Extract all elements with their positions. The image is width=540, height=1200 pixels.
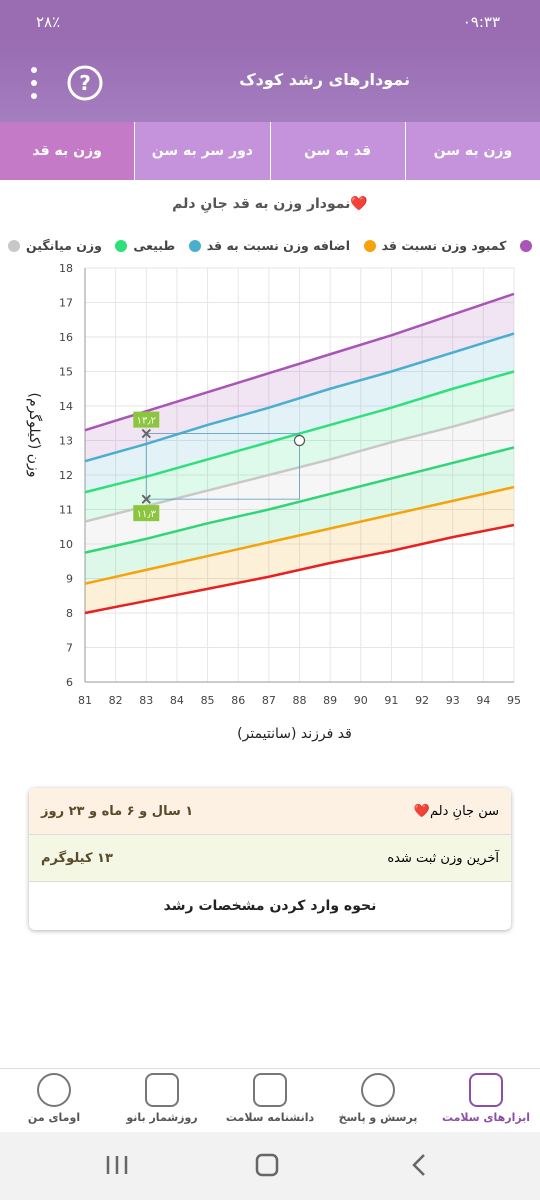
line xyxy=(84,485,515,585)
guide xyxy=(145,433,300,500)
x-axis-label: قد فرزند (سانتیمتر) xyxy=(237,726,352,742)
nav-item[interactable]: اومای من xyxy=(0,1069,108,1132)
band xyxy=(85,293,514,462)
bottom-nav: ابزارهای سلامت پرسش و پاسخ دانشنامه سلام… xyxy=(0,1068,540,1132)
nav-item[interactable]: دانشنامه سلامت xyxy=(216,1069,324,1132)
y-tick-label: 15 xyxy=(59,366,73,379)
y-tick-label: 10 xyxy=(59,538,73,551)
x-tick-label: 87 xyxy=(262,694,276,707)
x-tick-label: 81 xyxy=(78,694,92,707)
legend-dot xyxy=(115,239,128,252)
row-value: ۱ سال و ۶ ماه و ۲۳ روز xyxy=(41,803,194,819)
x-tick-label: 86 xyxy=(231,694,245,707)
legend-item: طبیعی xyxy=(115,238,175,253)
x-tick-label: 88 xyxy=(293,694,307,707)
line xyxy=(84,332,515,463)
legend: کمبود وزن نسبت قد اضافه وزن نسبت به قد طبی… xyxy=(8,238,532,253)
y-axis-label: وزن (کیلوگرم) xyxy=(26,393,43,478)
nav-label: ابزارهای سلامت xyxy=(441,1111,531,1124)
point xyxy=(141,428,151,439)
nav-label: دانشنامه سلامت xyxy=(225,1111,315,1124)
tab[interactable]: قد به سن xyxy=(269,122,405,180)
point xyxy=(141,494,151,504)
y-tick-label: 16 xyxy=(59,331,73,344)
status-bar: ۰۹:۳۳ ۲۸٪ xyxy=(0,0,540,45)
legend-label: وزن میانگین xyxy=(26,238,102,253)
header-title: نمودارهای رشد کودک xyxy=(239,70,410,89)
legend-label: کمبود وزن نسبت قد xyxy=(381,238,507,253)
y-tick-label: 17 xyxy=(59,297,73,310)
tab[interactable]: دور سر به سن xyxy=(134,122,269,180)
band xyxy=(85,333,514,493)
svg-text:?: ? xyxy=(79,71,91,95)
y-tick-label: 18 xyxy=(59,262,73,275)
clock: ۰۹:۳۳ xyxy=(462,13,500,31)
info-card: سن جانِ دلم❤️ ۱ سال و ۶ ماه و ۲۳ روز آخری… xyxy=(29,788,511,930)
band xyxy=(85,487,514,613)
legend-dot xyxy=(8,239,20,252)
legend-dot xyxy=(520,239,532,252)
legend-item: کمبود وزن نسبت قد xyxy=(363,238,507,253)
info-row: آخرین وزن ثبت شده ۱۳ کیلوگرم xyxy=(29,835,511,882)
tab-bar: وزن به سن قد به سن دور سر به سن وزن به ق… xyxy=(0,122,540,180)
battery: ۲۸٪ xyxy=(36,13,61,31)
row-value: ۱۳ کیلوگرم xyxy=(41,850,113,866)
nav-item[interactable]: ابزارهای سلامت xyxy=(432,1069,540,1132)
info-row: سن جانِ دلم❤️ ۱ سال و ۶ ماه و ۲۳ روز xyxy=(29,788,511,835)
x-tick-label: 92 xyxy=(415,694,429,707)
nav-item[interactable]: پرسش و پاسخ xyxy=(324,1069,432,1132)
legend-label: طبیعی xyxy=(133,238,176,253)
line xyxy=(84,446,515,554)
legend-item xyxy=(520,238,532,253)
x-tick-label: 90 xyxy=(354,694,368,707)
system-nav xyxy=(0,1132,540,1200)
x-tick-label: 85 xyxy=(201,694,215,707)
nav-label: اومای من xyxy=(27,1111,81,1124)
y-tick-label: 8 xyxy=(66,607,73,620)
y-tick-label: 11 xyxy=(59,504,73,517)
line xyxy=(84,523,515,615)
point xyxy=(293,434,306,447)
nav-item[interactable]: روزشمار بانو xyxy=(108,1069,216,1132)
line xyxy=(84,292,515,432)
x-tick-label: 95 xyxy=(507,694,521,707)
row-label: آخرین وزن ثبت شده xyxy=(387,850,499,866)
chart-title: نمودار وزن به قد جانِ دلم❤️ xyxy=(172,196,368,212)
point-label: ۱۱٫۳ xyxy=(137,509,157,520)
x-tick-label: 83 xyxy=(139,694,153,707)
y-tick-label: 14 xyxy=(59,400,73,413)
app-header: ? نمودارهای رشد کودک xyxy=(0,45,540,122)
band xyxy=(85,447,514,584)
legend-item: اضافه وزن نسبت به قد xyxy=(188,238,350,253)
point-label-box xyxy=(133,505,160,522)
y-tick-label: 7 xyxy=(66,642,73,655)
legend-dot xyxy=(188,239,201,252)
nav-label: پرسش و پاسخ xyxy=(338,1111,418,1124)
row-label: سن جانِ دلم❤️ xyxy=(413,803,499,819)
y-tick-label: 6 xyxy=(66,676,73,689)
tab[interactable]: وزن به سن xyxy=(404,122,540,180)
nav-label: روزشمار بانو xyxy=(126,1111,198,1124)
tab[interactable]: وزن به قد xyxy=(0,122,135,180)
x-tick-label: 82 xyxy=(109,694,123,707)
point-label: ۱۳٫۲ xyxy=(137,416,156,427)
y-tick-label: 13 xyxy=(59,435,73,448)
x-tick-label: 94 xyxy=(476,694,490,707)
y-tick-label: 12 xyxy=(59,469,73,482)
point-label-box xyxy=(133,411,160,428)
x-tick-label: 89 xyxy=(323,694,337,707)
legend-label: اضافه وزن نسبت به قد xyxy=(206,238,350,253)
x-tick-label: 91 xyxy=(384,694,398,707)
help-button[interactable]: نحوه وارد کردن مشخصات رشد xyxy=(163,898,377,914)
x-tick-label: 84 xyxy=(170,694,184,707)
legend-item: وزن میانگین xyxy=(8,238,102,253)
x-tick-label: 93 xyxy=(446,694,460,707)
legend-dot xyxy=(363,239,376,252)
y-tick-label: 9 xyxy=(66,573,73,586)
header-icons: ? xyxy=(31,65,103,101)
